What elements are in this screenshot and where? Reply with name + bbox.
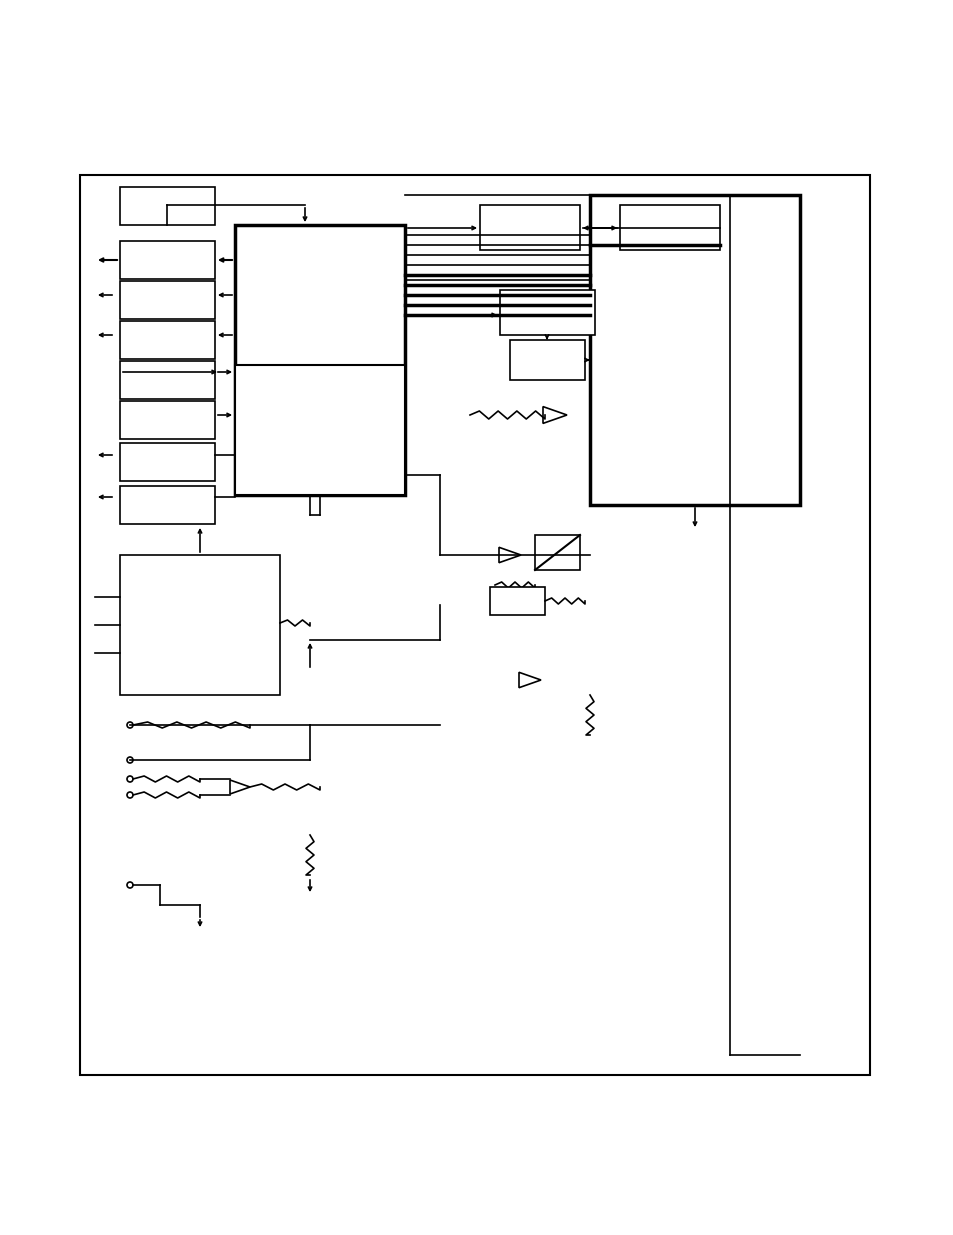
Bar: [619, 205, 720, 249]
Bar: [499, 290, 595, 335]
Bar: [535, 535, 579, 571]
Bar: [234, 225, 405, 495]
Bar: [120, 186, 214, 225]
Bar: [120, 321, 214, 359]
Bar: [120, 555, 280, 695]
Bar: [589, 195, 800, 505]
Bar: [120, 443, 214, 480]
Bar: [120, 361, 214, 399]
Bar: [120, 401, 214, 438]
Bar: [120, 487, 214, 524]
Bar: [80, 175, 869, 1074]
Bar: [234, 366, 405, 495]
Bar: [120, 241, 214, 279]
Bar: [510, 340, 584, 380]
Bar: [479, 205, 579, 249]
Bar: [120, 282, 214, 319]
Bar: [490, 587, 544, 615]
